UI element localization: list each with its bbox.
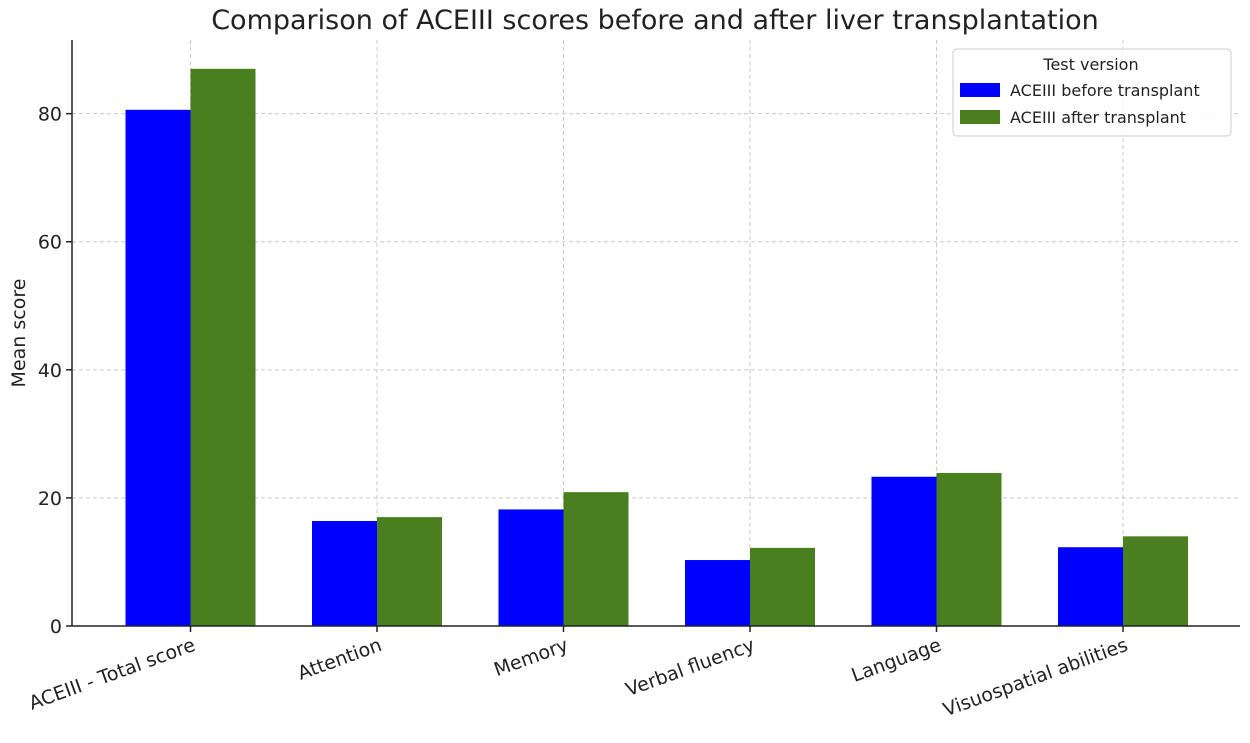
y-tick-labels: 0 20 40 60 80	[38, 104, 72, 638]
x-tick-label-1: Attention	[295, 634, 385, 685]
x-tick-labels: ACEIII - Total score Attention Memory Verba…	[26, 626, 1131, 721]
y-tick-label-4: 80	[38, 104, 62, 126]
legend-label-1: ACEIII after transplant	[1010, 108, 1186, 127]
bar-after-5	[1123, 536, 1188, 626]
y-tick-label-2: 40	[38, 360, 62, 382]
chart-title: Comparison of ACEIII scores before and a…	[211, 5, 1099, 36]
bar-after-1	[377, 517, 442, 626]
x-tick-label-5: Visuospatial abilities	[940, 634, 1130, 721]
legend-title: Test version	[1042, 55, 1138, 74]
legend-label-0: ACEIII before transplant	[1010, 81, 1200, 100]
y-tick-label-3: 60	[38, 232, 62, 254]
bar-after-0	[190, 68, 256, 626]
legend-swatch-0	[960, 83, 1000, 97]
x-tick-label-3: Verbal fluency	[623, 634, 758, 701]
bar-after-2	[563, 492, 629, 626]
legend-box	[952, 48, 1232, 137]
y-axis-label: Mean score	[8, 279, 30, 388]
bars	[125, 68, 1188, 627]
bar-before-3	[685, 560, 750, 626]
legend-swatch-1	[960, 110, 1000, 124]
y-tick-label-0: 0	[50, 616, 62, 638]
bar-before-1	[312, 520, 377, 626]
bar-before-0	[125, 109, 191, 627]
bar-after-4	[936, 472, 1002, 626]
legend: Test version ACEIII before transplant ACEI…	[952, 48, 1232, 137]
bar-before-2	[498, 509, 564, 626]
bar-before-5	[1058, 547, 1123, 626]
axes	[71, 40, 1240, 627]
x-tick-label-2: Memory	[491, 634, 571, 681]
bar-after-3	[750, 547, 815, 626]
x-tick-label-4: Language	[849, 634, 945, 687]
y-tick-label-1: 20	[38, 488, 62, 510]
bar-before-4	[871, 476, 937, 626]
x-tick-label-0: ACEIII - Total score	[26, 634, 198, 715]
